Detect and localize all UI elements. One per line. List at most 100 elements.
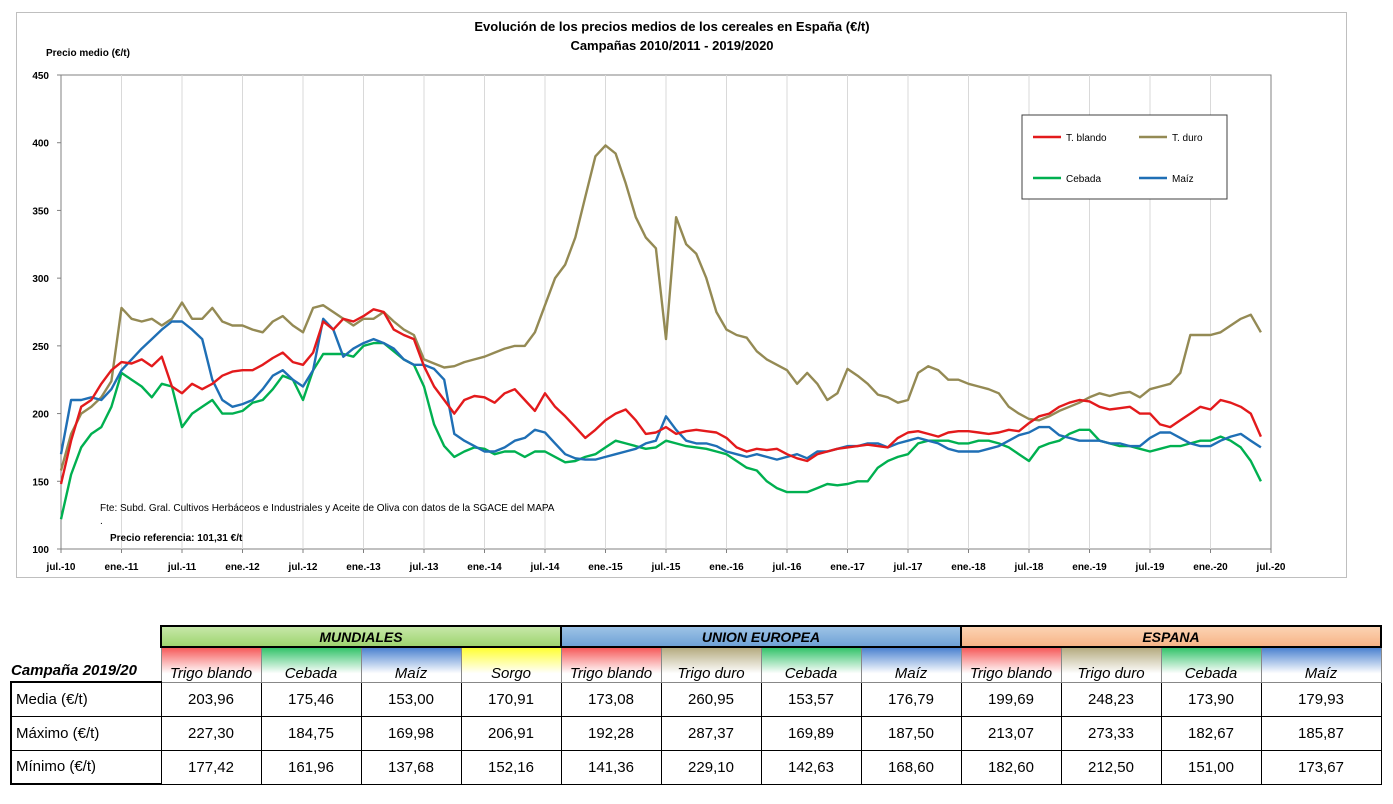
x-tick-label: jul.-19: [1135, 562, 1165, 573]
col-header: Trigo blando: [960, 646, 1062, 683]
table-cell: 169,98: [360, 715, 462, 751]
table-cell: 212,50: [1060, 749, 1162, 785]
x-tick-labels: jul.-10 ene.-11 jul.-11 ene.-12 jul.-12 ene.-…: [46, 562, 1286, 573]
group-union-europea: UNION EUROPEA: [560, 625, 962, 648]
reference-price-note: Precio referencia: 101,31 €/t: [110, 533, 243, 544]
col-header: Cebada: [1160, 646, 1262, 683]
table-cell: 137,68: [360, 749, 462, 785]
col-header: Maíz: [360, 646, 462, 683]
legend-label: Maíz: [1172, 174, 1194, 185]
col-header: Cebada: [760, 646, 862, 683]
y-tick-label: 250: [32, 342, 49, 353]
y-tick-label: 200: [32, 410, 49, 421]
row-label: Mínimo (€/t): [10, 749, 162, 785]
series-line-t-blando: [59, 308, 1262, 485]
table-cell: 182,67: [1160, 715, 1262, 751]
col-header: Trigo duro: [1060, 646, 1162, 683]
x-tick-label: jul.-20: [1256, 562, 1286, 573]
y-tick-label: 150: [32, 477, 49, 488]
legend-label: T. blando: [1066, 133, 1107, 144]
table-cell: 153,57: [760, 681, 862, 717]
table-cell: 169,89: [760, 715, 862, 751]
col-header: Maíz: [860, 646, 962, 683]
series-lines: [59, 144, 1262, 520]
col-header: Maíz: [1260, 646, 1382, 683]
col-header: Sorgo: [460, 646, 562, 683]
x-tick-label: jul.-18: [1014, 562, 1044, 573]
row-label: Media (€/t): [10, 681, 162, 717]
table-cell: 229,10: [660, 749, 762, 785]
x-tick-label: jul.-12: [288, 562, 318, 573]
x-tick-label: jul.-13: [409, 562, 439, 573]
campaign-label: Campaña 2019/20: [11, 662, 137, 679]
x-tick-label: ene.-15: [588, 562, 623, 573]
table-cell: 187,50: [860, 715, 962, 751]
x-tick-label: jul.-14: [530, 562, 560, 573]
x-tick-label: ene.-14: [467, 562, 502, 573]
series-line-cebada: [59, 341, 1262, 520]
table-cell: 142,63: [760, 749, 862, 785]
stats-table: MUNDIALES UNION EUROPEA ESPANA Campaña 2…: [10, 625, 1382, 785]
table-cell: 199,69: [960, 681, 1062, 717]
legend: T. blando T. duro Cebada Maíz: [1021, 114, 1228, 200]
series-line-t-duro: [59, 144, 1262, 471]
table-cell: 141,36: [560, 749, 662, 785]
legend-box: [1021, 114, 1228, 200]
chart-subtitle: Campañas 2010/2011 - 2019/2020: [570, 38, 773, 53]
group-header-row: MUNDIALES UNION EUROPEA ESPANA: [11, 625, 1382, 648]
y-tick-label: 100: [32, 545, 49, 556]
table-cell: 173,67: [1260, 749, 1382, 785]
col-header: Trigo blando: [560, 646, 662, 683]
x-tick-label: jul.-11: [167, 562, 197, 573]
x-tick-label: ene.-19: [1072, 562, 1107, 573]
x-tick-label: jul.-10: [46, 562, 76, 573]
source-note: Fte: Subd. Gral. Cultivos Herbáceos e In…: [100, 503, 555, 514]
table-cell: 185,87: [1260, 715, 1382, 751]
table-cell: 192,28: [560, 715, 662, 751]
x-tick-label: jul.-17: [893, 562, 923, 573]
table-cell: 248,23: [1060, 681, 1162, 717]
legend-label: Cebada: [1066, 174, 1101, 185]
chart-title: Evolución de los precios medios de los c…: [474, 19, 869, 34]
table-row-minimo: Mínimo (€/t) 177,42 161,96 137,68 152,16…: [10, 749, 1382, 785]
x-tick-label: jul.-16: [772, 562, 802, 573]
table-cell: 184,75: [260, 715, 362, 751]
table-cell: 175,46: [260, 681, 362, 717]
column-header-row: Campaña 2019/20 Trigo blando Cebada Maíz…: [11, 646, 1382, 683]
x-tick-label: ene.-20: [1193, 562, 1228, 573]
table-cell: 179,93: [1260, 681, 1382, 717]
table-cell: 151,00: [1160, 749, 1262, 785]
y-tick-label: 450: [32, 71, 49, 82]
table-cell: 152,16: [460, 749, 562, 785]
table-row-maximo: Máximo (€/t) 227,30 184,75 169,98 206,91…: [10, 715, 1382, 751]
table-cell: 206,91: [460, 715, 562, 751]
table-cell: 177,42: [160, 749, 262, 785]
x-tick-label: ene.-16: [709, 562, 744, 573]
group-mundiales: MUNDIALES: [160, 625, 562, 648]
legend-label: T. duro: [1172, 133, 1203, 144]
col-header: Trigo blando: [160, 646, 262, 683]
y-tick-label: 350: [32, 206, 49, 217]
table-cell: 153,00: [360, 681, 462, 717]
table-cell: 173,90: [1160, 681, 1262, 717]
y-tick-label: 400: [32, 139, 49, 150]
table-cell: 260,95: [660, 681, 762, 717]
table-row-media: Media (€/t) 203,96 175,46 153,00 170,91 …: [10, 681, 1382, 717]
note-dot: .: [100, 516, 103, 527]
table-cell: 203,96: [160, 681, 262, 717]
table-cell: 227,30: [160, 715, 262, 751]
table-cell: 168,60: [860, 749, 962, 785]
row-label: Máximo (€/t): [10, 715, 162, 751]
table-cell: 176,79: [860, 681, 962, 717]
group-espana: ESPANA: [960, 625, 1382, 648]
table-cell: 182,60: [960, 749, 1062, 785]
table-cell: 161,96: [260, 749, 362, 785]
x-tick-label: jul.-15: [651, 562, 681, 573]
y-tick-label: 300: [32, 274, 49, 285]
col-header: Cebada: [260, 646, 362, 683]
x-tick-label: ene.-18: [951, 562, 986, 573]
table-cell: 213,07: [960, 715, 1062, 751]
x-tick-label: ene.-12: [225, 562, 260, 573]
blank-cell: [11, 626, 161, 647]
col-header: Trigo duro: [660, 646, 762, 683]
